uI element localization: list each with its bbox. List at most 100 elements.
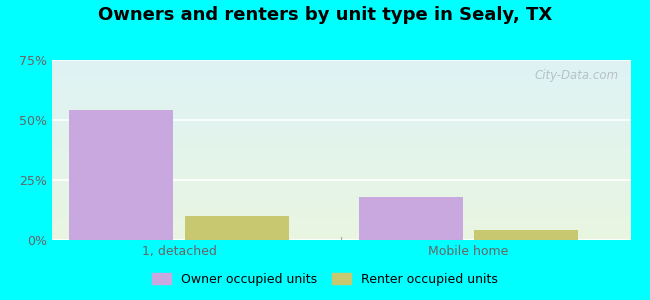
Bar: [52, 87, 630, 88]
Bar: [52, 201, 630, 202]
Bar: [52, 129, 630, 130]
Bar: [52, 114, 630, 115]
Bar: [52, 61, 630, 62]
Bar: [52, 185, 630, 186]
Bar: [52, 63, 630, 64]
Bar: [52, 191, 630, 192]
Bar: [52, 122, 630, 123]
Bar: [52, 77, 630, 78]
Bar: [52, 167, 630, 168]
Bar: [52, 182, 630, 183]
Bar: [52, 98, 630, 99]
Bar: [52, 130, 630, 131]
Bar: [52, 232, 630, 233]
Bar: [52, 237, 630, 238]
Bar: [52, 205, 630, 206]
Bar: [52, 116, 630, 117]
Bar: [52, 189, 630, 190]
Bar: [52, 214, 630, 215]
Bar: [52, 136, 630, 137]
Bar: [52, 120, 630, 121]
Bar: [52, 160, 630, 161]
Bar: [52, 216, 630, 217]
Bar: [52, 170, 630, 171]
Bar: [52, 103, 630, 104]
Bar: [52, 83, 630, 84]
Bar: [52, 62, 630, 63]
Bar: [52, 75, 630, 76]
Bar: [52, 107, 630, 108]
Bar: [52, 239, 630, 240]
Bar: [52, 60, 630, 61]
Bar: [52, 231, 630, 232]
Bar: [52, 218, 630, 219]
Bar: [52, 70, 630, 71]
Bar: [52, 195, 630, 196]
Bar: [359, 197, 463, 240]
Bar: [52, 223, 630, 224]
Bar: [52, 221, 630, 222]
Bar: [52, 147, 630, 148]
Bar: [52, 163, 630, 164]
Bar: [52, 220, 630, 221]
Bar: [52, 67, 630, 68]
Bar: [52, 128, 630, 129]
Bar: [52, 222, 630, 223]
Bar: [52, 219, 630, 220]
Bar: [52, 197, 630, 198]
Bar: [52, 179, 630, 180]
Bar: [52, 148, 630, 149]
Bar: [52, 135, 630, 136]
Bar: [52, 208, 630, 209]
Bar: [52, 152, 630, 153]
Bar: [52, 69, 630, 70]
Bar: [52, 97, 630, 98]
Bar: [52, 234, 630, 235]
Bar: [52, 118, 630, 119]
Bar: [52, 238, 630, 239]
Bar: [52, 82, 630, 83]
Bar: [52, 104, 630, 105]
Bar: [474, 230, 578, 240]
Bar: [52, 119, 630, 120]
Bar: [70, 110, 174, 240]
Bar: [52, 100, 630, 101]
Bar: [52, 224, 630, 225]
Bar: [52, 139, 630, 140]
Bar: [52, 108, 630, 109]
Bar: [52, 118, 630, 119]
Bar: [52, 76, 630, 77]
Bar: [52, 210, 630, 211]
Bar: [52, 79, 630, 80]
Bar: [52, 155, 630, 156]
Bar: [52, 230, 630, 231]
Bar: [52, 89, 630, 90]
Bar: [52, 150, 630, 151]
Bar: [52, 64, 630, 65]
Bar: [52, 81, 630, 82]
Bar: [52, 196, 630, 197]
Bar: [52, 183, 630, 184]
Bar: [52, 72, 630, 73]
Bar: [52, 117, 630, 118]
Bar: [52, 92, 630, 93]
Bar: [52, 142, 630, 143]
Bar: [52, 90, 630, 91]
Bar: [52, 100, 630, 101]
Bar: [52, 137, 630, 138]
Text: City-Data.com: City-Data.com: [535, 69, 619, 82]
Bar: [52, 181, 630, 182]
Bar: [52, 177, 630, 178]
Bar: [52, 133, 630, 134]
Bar: [52, 228, 630, 229]
Bar: [52, 190, 630, 191]
Bar: [52, 80, 630, 81]
Bar: [185, 216, 289, 240]
Bar: [52, 131, 630, 132]
Bar: [52, 193, 630, 194]
Bar: [52, 115, 630, 116]
Bar: [52, 95, 630, 96]
Bar: [52, 113, 630, 114]
Bar: [52, 96, 630, 97]
Bar: [52, 213, 630, 214]
